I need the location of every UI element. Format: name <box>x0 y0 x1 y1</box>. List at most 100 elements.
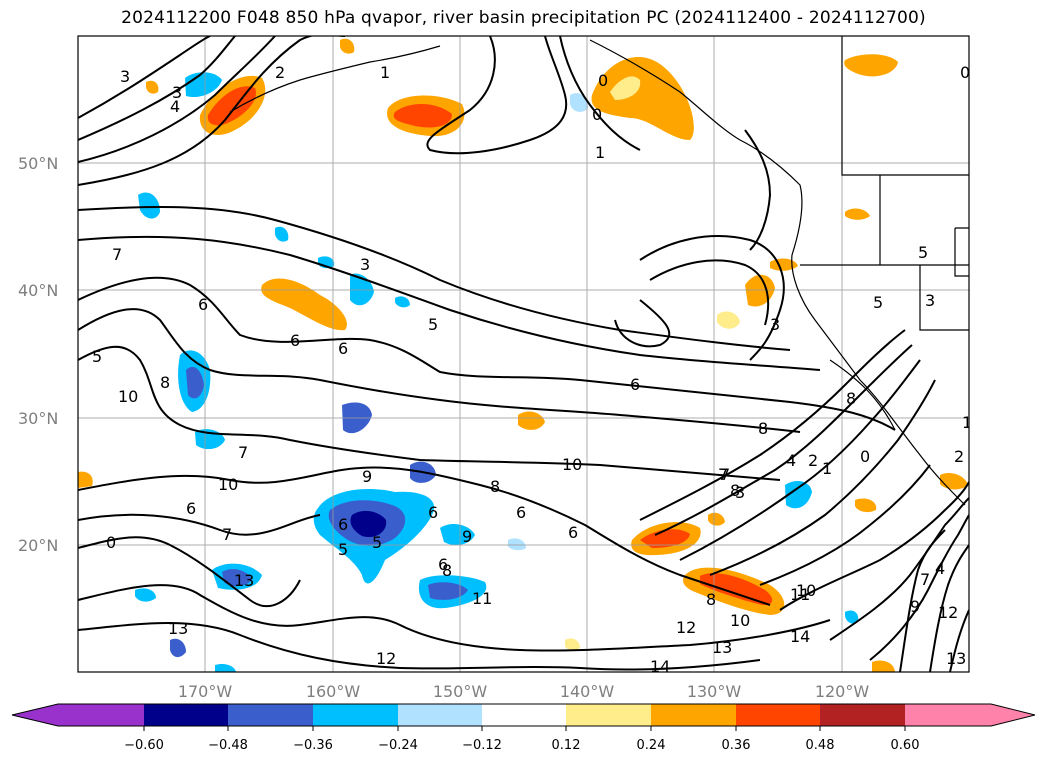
lat-lon-grid <box>78 36 969 672</box>
contour-label: 0 <box>106 533 116 552</box>
positive-anomaly-patch <box>393 103 452 128</box>
positive-anomaly-patch <box>640 529 690 548</box>
contour-label: 11 <box>472 589 492 608</box>
contour-label: 3 <box>172 83 182 102</box>
positive-anomaly-patch <box>845 208 870 220</box>
contour-label: 6 <box>290 331 300 350</box>
contour-label: 10 <box>730 611 750 630</box>
contour-label: 5 <box>372 533 382 552</box>
contour-label: 8 <box>490 477 500 496</box>
contour-label: 3 <box>360 255 370 274</box>
contour-label: 11 <box>790 585 810 604</box>
contour-label: 10 <box>218 475 238 494</box>
longitude-labels: 170°W 160°W 150°W 140°W 130°W 120°W <box>178 682 870 701</box>
negative-anomaly-patch <box>845 610 859 624</box>
negative-anomaly-patch <box>785 480 812 509</box>
contour-label: 6 <box>630 375 640 394</box>
contour-label: 0 <box>960 63 970 82</box>
contour-label: 14 <box>790 627 810 646</box>
contour-label: 3 <box>120 67 130 86</box>
lon-label: 130°W <box>687 682 742 701</box>
contour-label: 5 <box>873 293 883 312</box>
contour-label: 8 <box>442 561 452 580</box>
negative-anomaly-patch <box>135 588 156 602</box>
contour-label: 13 <box>168 619 188 638</box>
contour-label: 1 <box>962 413 972 432</box>
negative-anomaly-patch <box>440 524 475 546</box>
contour-label: 8 <box>758 419 768 438</box>
contour-label: 8 <box>706 590 716 609</box>
contour-label: 1 <box>822 459 832 478</box>
contour-label: 1 <box>595 143 605 162</box>
contour-label: 7 <box>222 525 232 544</box>
contour-label: 7 <box>920 570 930 589</box>
contour-label: 13 <box>234 571 254 590</box>
map-frame <box>77 35 970 673</box>
colorbar-swatch <box>651 704 736 726</box>
contour-label: 9 <box>910 597 920 616</box>
contour-label: 0 <box>860 447 870 466</box>
contour-label: 3 <box>770 315 780 334</box>
lat-label: 50°N <box>18 154 58 173</box>
colorbar-tick: 0.12 <box>552 738 581 753</box>
colorbar-extend-max <box>991 704 1035 726</box>
positive-anomaly-patch <box>78 471 93 488</box>
contour-label: 13 <box>712 638 732 657</box>
positive-anomaly-patch <box>565 638 580 651</box>
latitude-labels: 50°N 40°N 30°N 20°N <box>18 154 58 555</box>
negative-anomaly-patch <box>428 582 468 600</box>
contour-label: 8 <box>730 481 740 500</box>
contour-label: 13 <box>946 649 966 668</box>
colorbar-swatch <box>736 704 820 726</box>
contour-label: 5 <box>338 540 348 559</box>
colorbar-swatch <box>566 704 651 726</box>
contour-label: 8 <box>160 373 170 392</box>
colorbar: −0.60 −0.48 −0.36 −0.24 −0.12 0.12 0.24 … <box>11 703 1036 753</box>
contour-label: 6 <box>186 499 196 518</box>
contour-label: 12 <box>938 603 958 622</box>
negative-anomaly-patch <box>138 192 160 219</box>
contour-label: 2 <box>954 447 964 466</box>
negative-anomaly-patch <box>222 569 252 587</box>
contour-label: 0 <box>592 105 602 124</box>
negative-anomaly-patch <box>350 510 387 538</box>
contour-label: 14 <box>650 657 670 676</box>
contour-label: 6 <box>428 503 438 522</box>
map-title: 2024112200 F048 850 hPa qvapor, river ba… <box>121 8 926 28</box>
negative-anomaly-patch <box>170 638 186 658</box>
positive-anomaly-patch <box>844 54 898 77</box>
contour-label: 7 <box>112 245 122 264</box>
contour-label: 4 <box>935 559 945 578</box>
positive-anomaly-patch <box>700 573 773 606</box>
contour-label: 9 <box>462 527 472 546</box>
colorbar-swatch <box>398 704 482 726</box>
contour-label: 10 <box>562 455 582 474</box>
colorbar-swatch <box>144 704 228 726</box>
contour-label: 12 <box>376 649 396 668</box>
contour-label: 0 <box>598 71 608 90</box>
negative-anomaly-patch <box>215 663 236 672</box>
lon-label: 170°W <box>178 682 233 701</box>
contour-label: 3 <box>735 483 745 502</box>
positive-anomaly-patch <box>146 80 159 94</box>
contour-label: 6 <box>338 339 348 358</box>
lat-label: 20°N <box>18 536 58 555</box>
qvapor-contours <box>78 36 969 672</box>
contour-label: 8 <box>846 389 856 408</box>
colorbar-tick: −0.36 <box>293 738 333 753</box>
positive-anomaly-patch <box>261 278 348 331</box>
contour-label: 5 <box>918 243 928 262</box>
lat-label: 30°N <box>18 409 58 428</box>
contour-label: 7 <box>720 465 730 484</box>
positive-anomaly-patch <box>518 411 545 430</box>
contour-label: 9 <box>362 467 372 486</box>
positive-anomaly-patch <box>610 76 641 100</box>
contour-label: 6 <box>568 523 578 542</box>
contour-label: 7 <box>718 465 728 484</box>
colorbar-tick: −0.60 <box>124 738 164 753</box>
negative-anomaly-patch <box>508 538 526 551</box>
negative-anomaly-patch <box>570 93 588 112</box>
contour-label: 5 <box>428 315 438 334</box>
colorbar-tick: 0.48 <box>806 738 835 753</box>
